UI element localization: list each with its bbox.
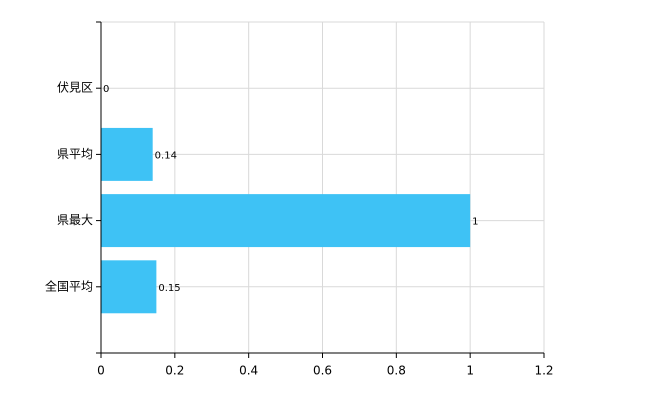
x-tick-label: 0.8 xyxy=(387,364,406,378)
value-label: 0 xyxy=(103,84,109,95)
y-tick-label: 県平均 xyxy=(57,147,93,161)
value-label: 1 xyxy=(472,217,478,228)
x-tick-label: 0.2 xyxy=(165,364,184,378)
value-label: 0.15 xyxy=(158,283,180,294)
x-tick-label: 1 xyxy=(466,364,474,378)
x-tick-label: 0 xyxy=(97,364,105,378)
x-tick-label: 1.2 xyxy=(534,364,553,378)
value-label: 0.14 xyxy=(155,150,177,161)
bar xyxy=(101,260,157,314)
bar xyxy=(101,194,471,248)
x-tick-label: 0.6 xyxy=(313,364,332,378)
y-tick-label: 伏見区 xyxy=(57,81,93,95)
bar xyxy=(101,127,153,181)
y-tick-label: 全国平均 xyxy=(45,278,93,293)
x-tick-label: 0.4 xyxy=(239,364,258,378)
y-tick-label: 県最大 xyxy=(57,213,93,227)
